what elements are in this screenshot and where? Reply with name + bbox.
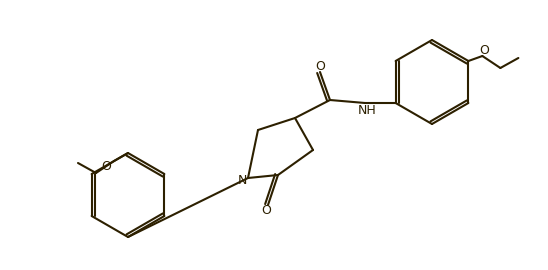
Text: N: N (237, 174, 247, 187)
Text: O: O (101, 160, 111, 174)
Text: O: O (315, 59, 325, 73)
Text: NH: NH (358, 104, 376, 117)
Text: O: O (261, 204, 271, 218)
Text: O: O (480, 43, 489, 56)
